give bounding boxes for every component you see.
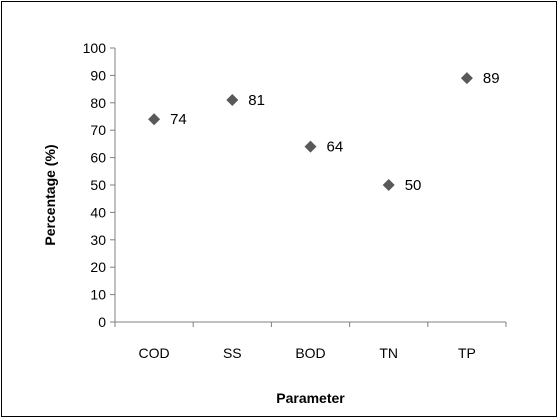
data-point-tn [382, 179, 395, 191]
data-labels: 74 81 64 50 89 [170, 70, 499, 194]
data-label-tn: 50 [405, 177, 422, 194]
y-ticks: 0 10 20 30 40 50 60 70 80 90 100 [83, 40, 115, 330]
y-tick-label: 50 [90, 177, 106, 193]
y-tick-label: 100 [83, 40, 107, 56]
y-tick-label: 90 [90, 67, 106, 83]
data-point-ss [226, 94, 239, 107]
y-tick-label: 60 [90, 150, 106, 166]
x-tick-label: TP [458, 345, 476, 361]
data-points [148, 72, 473, 191]
y-tick-label: 80 [90, 95, 106, 111]
x-tick-label: BOD [295, 345, 325, 361]
data-label-ss: 81 [248, 92, 265, 109]
y-axis-title: Percentage (%) [42, 144, 58, 245]
data-label-tp: 89 [483, 70, 500, 87]
x-tick-label: TN [379, 345, 398, 361]
x-axis-title: Parameter [276, 390, 345, 406]
y-tick-label: 70 [90, 122, 106, 138]
data-point-bod [304, 140, 317, 153]
data-label-bod: 64 [327, 139, 344, 156]
x-ticks: COD SS BOD TN TP [114, 322, 507, 361]
axes [114, 48, 506, 323]
x-tick-label: SS [223, 345, 242, 361]
y-tick-label: 20 [90, 259, 106, 275]
y-tick-label: 40 [90, 204, 106, 220]
data-point-cod [148, 113, 161, 126]
y-tick-label: 10 [90, 287, 106, 303]
x-tick-label: COD [139, 345, 170, 361]
y-tick-label: 30 [90, 232, 106, 248]
y-tick-label: 0 [98, 314, 106, 330]
data-label-cod: 74 [170, 111, 187, 128]
data-point-tp [460, 72, 473, 85]
